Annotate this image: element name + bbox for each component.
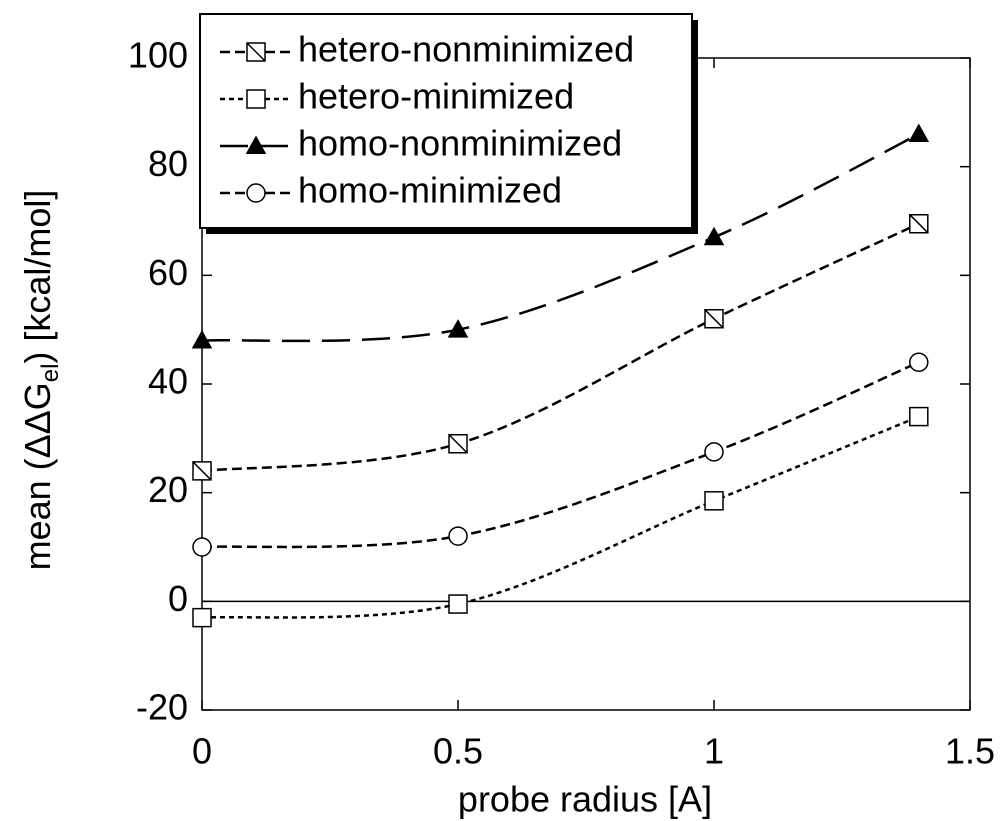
y-tick-label: 80: [148, 143, 188, 184]
marker: [909, 352, 929, 373]
x-tick-label: 1.5: [945, 731, 995, 772]
series-line: [201, 361, 920, 549]
marker: [448, 594, 468, 614]
marker: [448, 526, 468, 546]
x-tick-label: 1: [704, 731, 724, 772]
legend-label: hetero-minimized: [298, 76, 574, 117]
marker: [908, 123, 930, 143]
y-tick-label: 60: [148, 252, 188, 293]
marker: [909, 213, 929, 234]
legend-label: hetero-nonminimized: [298, 29, 634, 70]
y-axis-label-part: mean (ΔΔG: [17, 382, 58, 570]
y-tick-label: 100: [128, 35, 188, 76]
legend-marker: [245, 135, 267, 154]
marker: [909, 406, 929, 427]
y-tick-label: 40: [148, 361, 188, 402]
x-axis-label: probe radius [A]: [458, 779, 712, 820]
y-axis-label-subscript: el: [37, 364, 64, 383]
marker: [448, 434, 468, 454]
y-tick-label: 0: [168, 578, 188, 619]
x-tick-label: 0.5: [433, 731, 483, 772]
series-line: [201, 132, 920, 343]
y-tick-label: -20: [136, 687, 188, 728]
series-line: [201, 415, 920, 619]
x-tick-label: 0: [192, 731, 212, 772]
legend-marker: [246, 42, 266, 62]
legend-marker: [246, 89, 266, 109]
marker: [704, 442, 724, 462]
marker: [704, 491, 724, 511]
marker: [192, 607, 212, 628]
y-axis-label: mean (ΔΔGel) [kcal/mol]: [17, 190, 65, 571]
legend-marker: [246, 183, 266, 203]
marker: [447, 319, 469, 338]
legend-label: homo-nonminimized: [298, 123, 622, 164]
marker: [704, 309, 724, 329]
y-axis-label-part: ) [kcal/mol]: [17, 190, 58, 364]
marker: [703, 226, 725, 246]
series-line: [201, 222, 920, 473]
y-tick-label: 20: [148, 469, 188, 510]
marker: [192, 461, 212, 481]
marker: [191, 329, 213, 349]
marker: [192, 537, 212, 557]
legend-label: homo-minimized: [298, 170, 562, 211]
